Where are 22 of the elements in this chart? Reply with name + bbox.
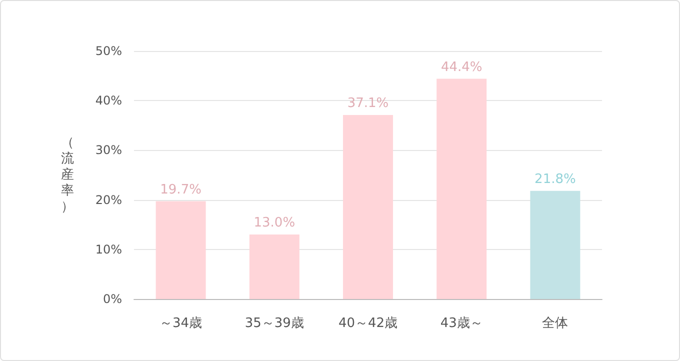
data-label: 21.8% [534, 172, 576, 187]
data-label: 44.4% [440, 60, 482, 75]
x-tick-label: 40～42歳 [338, 316, 398, 331]
x-tick-label: 43歳～ [440, 316, 483, 331]
y-tick-label: 50% [95, 44, 122, 58]
bar [436, 78, 487, 299]
data-label: 37.1% [347, 96, 389, 111]
x-tick-label: ～34歳 [160, 316, 202, 331]
y-axis-title: （流産率） [61, 136, 74, 214]
y-tick-label: 0% [102, 292, 122, 306]
data-label: 19.7% [160, 182, 202, 198]
data-label: 13.0% [254, 216, 296, 231]
y-tick-label: 10% [95, 242, 122, 256]
x-tick-label: 35～39歳 [244, 316, 304, 331]
x-tick-label: 全体 [542, 316, 568, 331]
bar [156, 201, 206, 299]
y-tick-label: 20% [95, 192, 122, 207]
bar [343, 114, 393, 299]
y-tick-label: 40% [95, 94, 122, 108]
bar [530, 190, 580, 299]
y-tick-label: 30% [95, 143, 122, 158]
bar [249, 234, 300, 299]
